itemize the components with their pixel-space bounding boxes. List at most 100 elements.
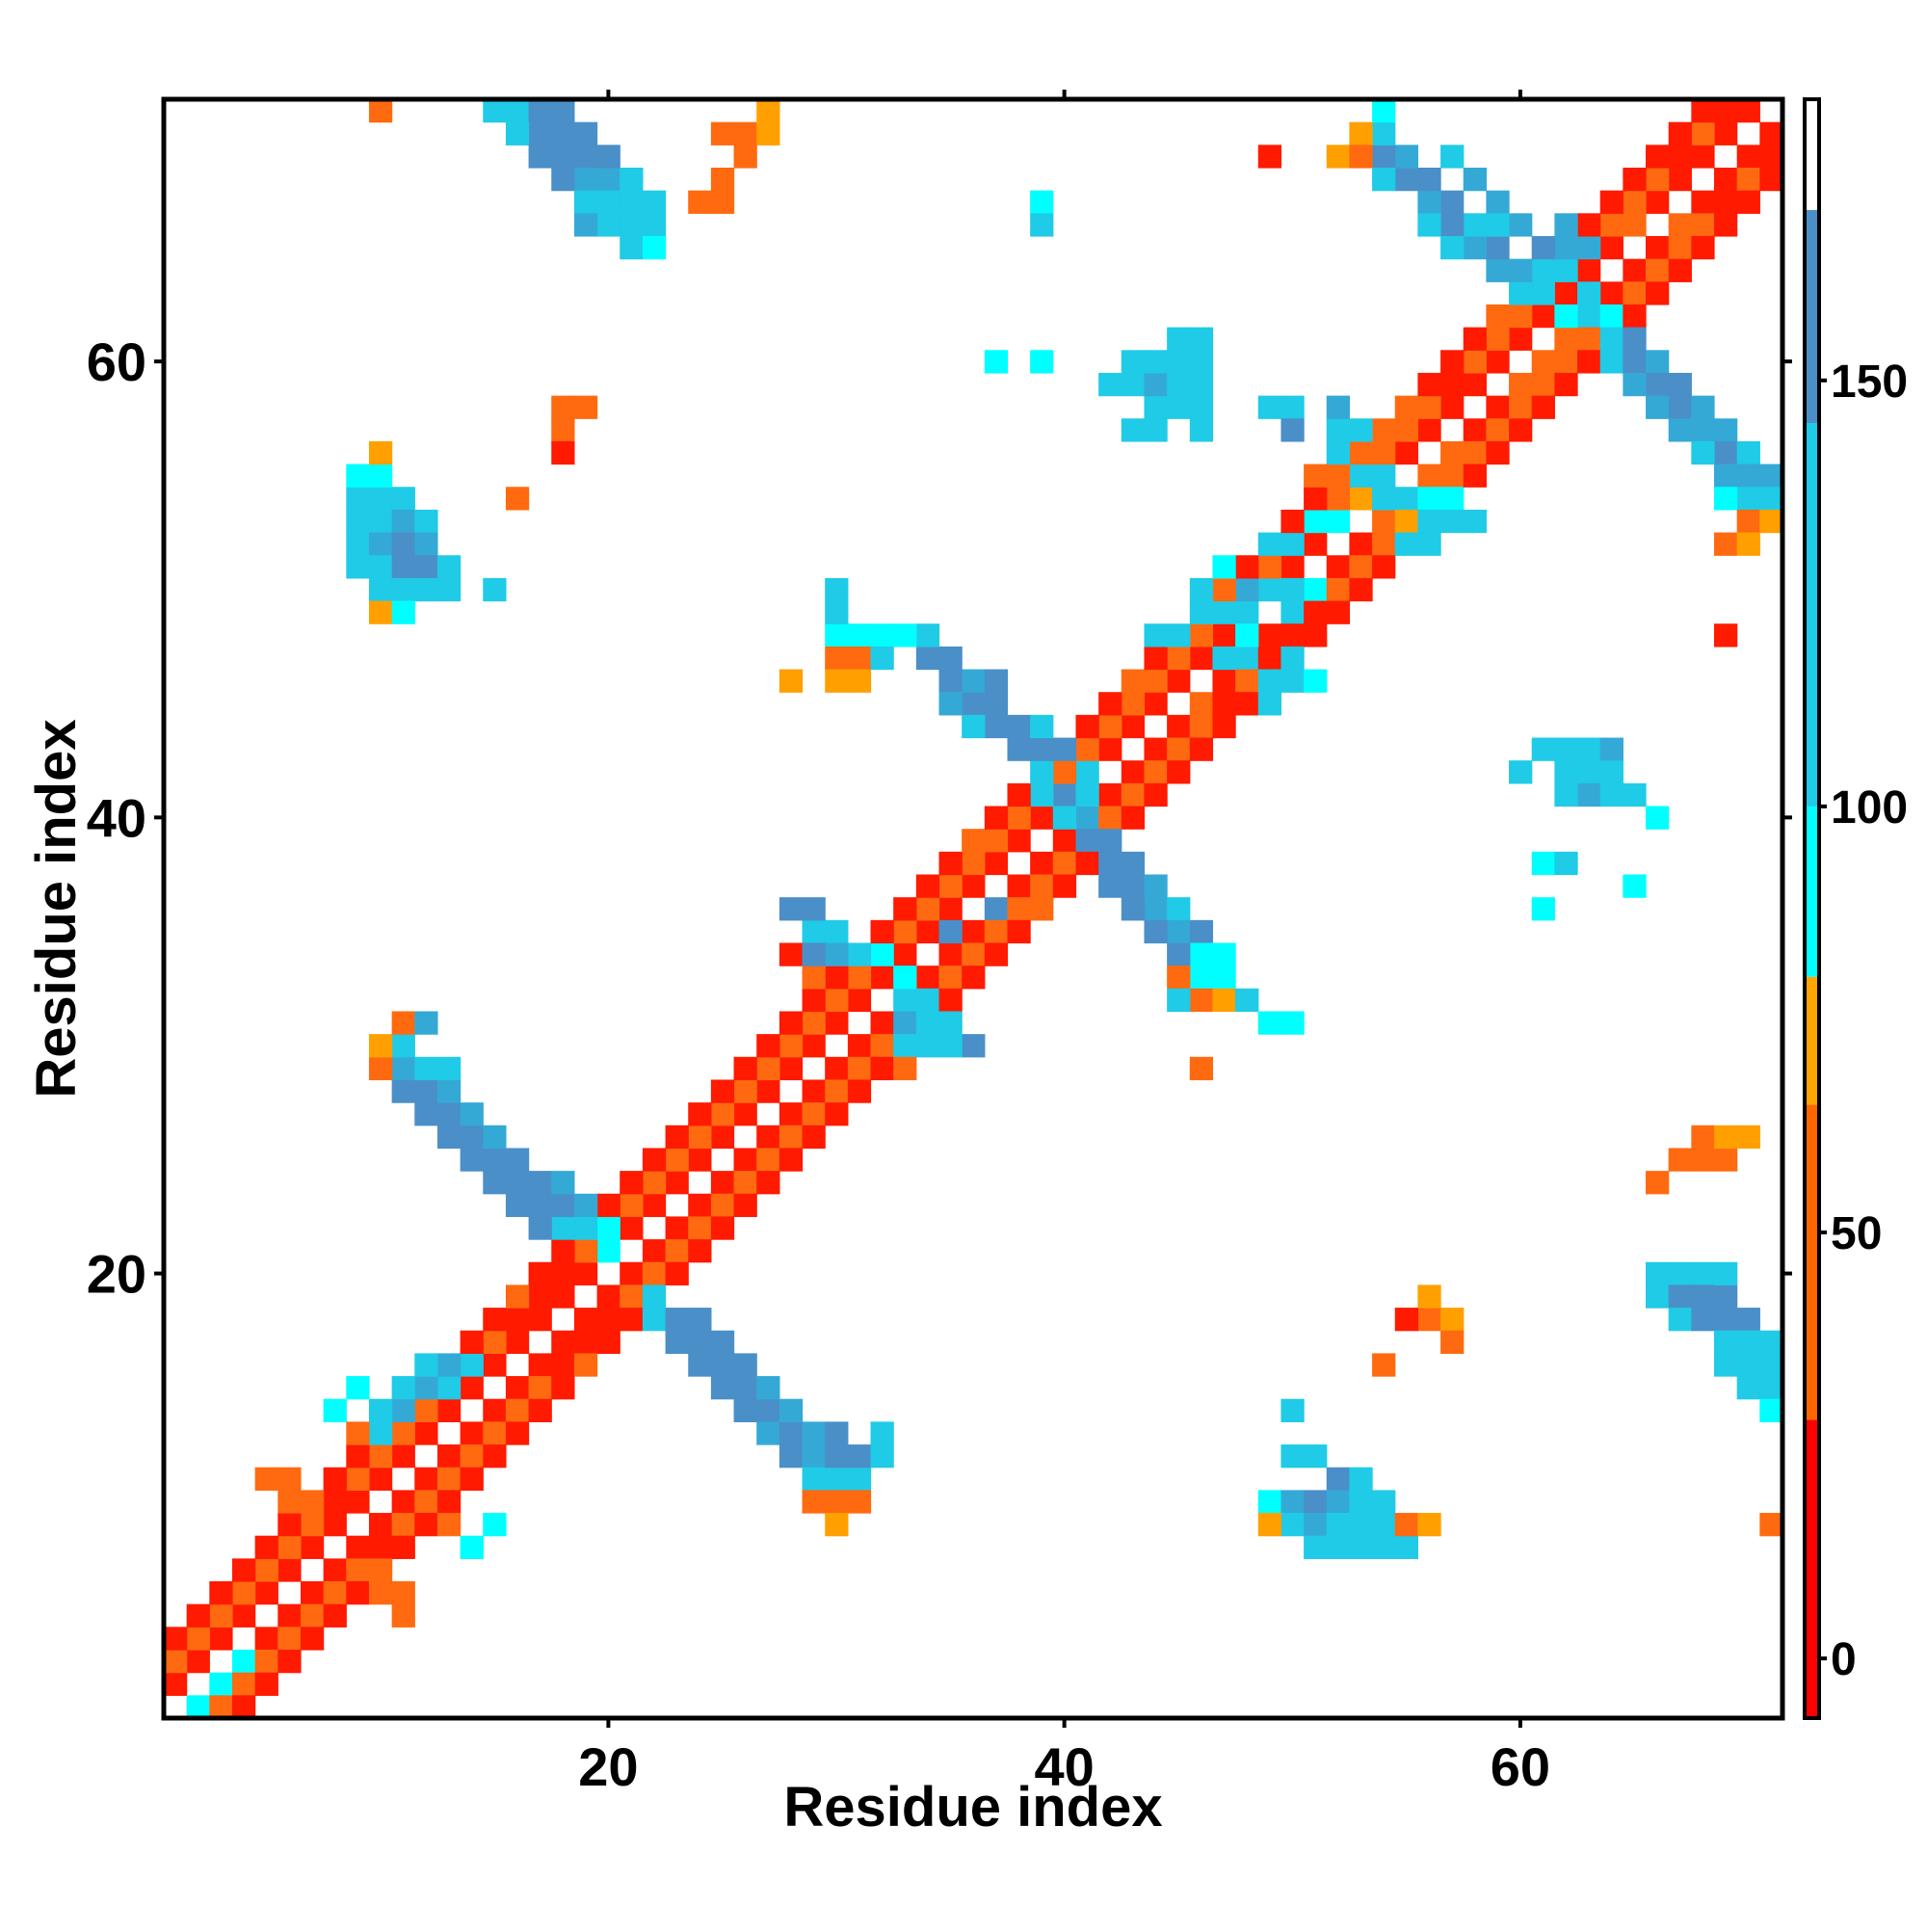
heatmap-cell [1714, 1353, 1738, 1377]
heatmap-cell [414, 1376, 438, 1400]
heatmap-cell [938, 1011, 963, 1035]
heatmap-cell [1280, 395, 1305, 419]
heatmap-cell [1736, 145, 1760, 169]
heatmap-cell [870, 919, 894, 944]
heatmap-cell [733, 145, 757, 169]
heatmap-cell [414, 1353, 438, 1377]
heatmap-cell [710, 121, 735, 146]
heatmap-cell [915, 1011, 940, 1035]
heatmap-cell [1509, 327, 1533, 351]
heatmap-cell [551, 99, 575, 123]
heatmap-cell [802, 1011, 826, 1035]
heatmap-cell [1759, 509, 1783, 534]
heatmap-cell [1554, 327, 1578, 351]
heatmap-cell [573, 190, 598, 214]
heatmap-cell [209, 1695, 233, 1719]
heatmap-cell [710, 1102, 735, 1126]
heatmap-cell [164, 1650, 188, 1674]
heatmap-cell [1189, 418, 1214, 442]
heatmap-cell [825, 942, 849, 966]
heatmap-cell [1714, 487, 1738, 511]
heatmap-cell [391, 532, 415, 556]
heatmap-cell [573, 1353, 598, 1377]
heatmap-cell [1509, 213, 1533, 237]
plot-frame [161, 96, 1785, 1721]
heatmap-cell [1736, 1376, 1760, 1400]
heatmap-cell [756, 121, 780, 146]
heatmap-cell [596, 145, 620, 169]
heatmap-cell [642, 190, 667, 214]
heatmap-cell [1304, 487, 1328, 511]
heatmap-cell [1280, 555, 1305, 579]
heatmap-cell [1052, 874, 1077, 898]
heatmap-cell [756, 99, 780, 123]
heatmap-cell [1007, 782, 1031, 807]
heatmap-cell [984, 942, 1009, 966]
y-tick-label: 60 [87, 331, 146, 392]
heatmap-cell [1623, 372, 1647, 397]
heatmap-cell [1646, 350, 1670, 374]
heatmap-cell [938, 897, 963, 921]
heatmap-cell [847, 1444, 872, 1469]
heatmap-cell [984, 714, 1009, 739]
heatmap-cell [1098, 372, 1122, 397]
heatmap-cell [368, 1513, 393, 1537]
heatmap-cell [620, 1284, 644, 1309]
heatmap-cell [688, 1239, 712, 1263]
heatmap-cell [733, 1079, 757, 1103]
heatmap-cell [414, 1467, 438, 1491]
heatmap-cell [1007, 829, 1031, 853]
heatmap-cell [1189, 350, 1214, 374]
heatmap-cell [1577, 304, 1601, 329]
heatmap-cell [1531, 737, 1555, 761]
heatmap-cell [1349, 463, 1373, 488]
heatmap-cell [733, 1398, 757, 1422]
heatmap-cell [1235, 555, 1259, 579]
heatmap-cell [1304, 1444, 1328, 1469]
heatmap-cell [346, 509, 370, 534]
heatmap-cell [1304, 532, 1328, 556]
heatmap-cell [1646, 190, 1670, 214]
heatmap-cell [209, 1672, 233, 1696]
heatmap-cell [1668, 258, 1692, 282]
heatmap-cell [1691, 418, 1715, 442]
heatmap-cell [1440, 235, 1465, 260]
heatmap-cell [391, 1011, 415, 1035]
heatmap-cell [893, 1034, 917, 1058]
colorbar-segment [1805, 976, 1819, 1105]
heatmap-cell [1531, 372, 1555, 397]
heatmap-cell [1554, 304, 1578, 329]
heatmap-cell [368, 487, 393, 511]
heatmap-cell [1326, 1467, 1351, 1491]
heatmap-cell [962, 966, 986, 990]
heatmap-cell [483, 1330, 507, 1355]
heatmap-cell [620, 1216, 644, 1240]
heatmap-cell [460, 1148, 484, 1172]
heatmap-cell [1167, 350, 1191, 374]
heatmap-cell [1372, 555, 1396, 579]
heatmap-cell [710, 1193, 735, 1218]
heatmap-cell [1189, 372, 1214, 397]
heatmap-cell [551, 1330, 575, 1355]
heatmap-cell [1394, 1308, 1419, 1332]
heatmap-cell [665, 1125, 689, 1150]
heatmap-cell [1531, 304, 1555, 329]
heatmap-cell [642, 1148, 667, 1172]
heatmap-cell [1144, 737, 1168, 761]
heatmap-cell [938, 646, 963, 671]
heatmap-cell [1030, 714, 1054, 739]
heatmap-cell [1417, 190, 1441, 214]
heatmap-cell [1577, 258, 1601, 282]
heatmap-cell [779, 942, 804, 966]
heatmap-cell [893, 623, 917, 648]
heatmap-cell [1486, 418, 1510, 442]
heatmap-cell [825, 1444, 849, 1469]
heatmap-cell [1668, 213, 1692, 237]
heatmap-cell [391, 509, 415, 534]
heatmap-cell [209, 1603, 233, 1628]
heatmap-cell [915, 966, 940, 990]
x-axis-title: Residue index [783, 1776, 1162, 1839]
heatmap-cell [1691, 395, 1715, 419]
heatmap-cell [1440, 440, 1465, 465]
heatmap-cell [1280, 1513, 1305, 1537]
